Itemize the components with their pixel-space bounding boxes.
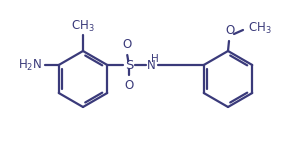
Text: H: H: [151, 54, 159, 64]
Text: CH$_3$: CH$_3$: [248, 20, 272, 36]
Text: O: O: [123, 38, 132, 51]
Text: O: O: [125, 79, 134, 92]
Text: S: S: [125, 58, 133, 71]
Text: H$_2$N: H$_2$N: [18, 57, 42, 72]
Text: N: N: [147, 58, 156, 71]
Text: O: O: [225, 24, 235, 37]
Text: CH$_3$: CH$_3$: [71, 19, 95, 34]
